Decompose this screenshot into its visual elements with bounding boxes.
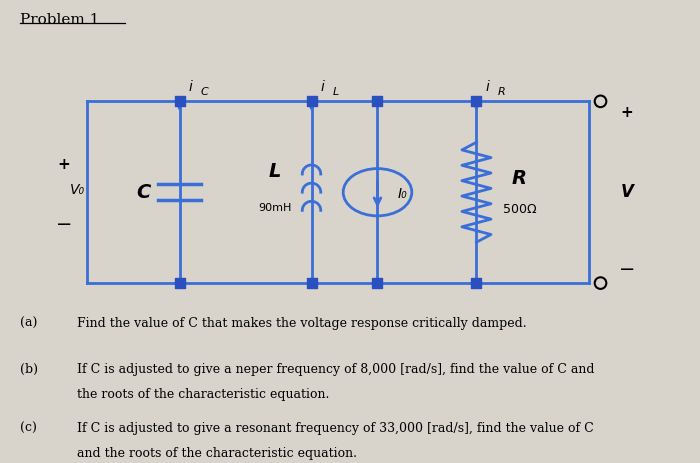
Text: +: + <box>620 105 634 120</box>
Point <box>306 279 317 287</box>
Text: C: C <box>201 87 209 96</box>
Text: R: R <box>498 87 505 96</box>
Point <box>174 279 185 287</box>
Point <box>174 98 185 105</box>
Text: Problem 1: Problem 1 <box>20 13 99 27</box>
Point <box>595 279 606 287</box>
Text: (b): (b) <box>20 363 38 375</box>
Text: −: − <box>619 260 635 279</box>
Text: i: i <box>320 81 324 94</box>
Text: V: V <box>620 183 634 201</box>
Text: V₀: V₀ <box>70 183 85 197</box>
Point <box>372 279 383 287</box>
Text: 90mH: 90mH <box>258 203 292 213</box>
Text: the roots of the characteristic equation.: the roots of the characteristic equation… <box>77 388 330 400</box>
Text: C: C <box>136 183 150 202</box>
Point <box>471 98 482 105</box>
Text: (a): (a) <box>20 317 37 330</box>
Text: 500Ω: 500Ω <box>503 203 536 216</box>
Text: Find the value of C that makes the voltage response critically damped.: Find the value of C that makes the volta… <box>77 317 527 330</box>
Text: i: i <box>188 81 192 94</box>
Point <box>306 98 317 105</box>
Point <box>595 98 606 105</box>
Point <box>471 279 482 287</box>
Text: −: − <box>56 214 72 233</box>
Text: i: i <box>485 81 489 94</box>
Text: and the roots of the characteristic equation.: and the roots of the characteristic equa… <box>77 447 357 460</box>
Text: If C is adjusted to give a neper frequency of 8,000 [rad/s], find the value of C: If C is adjusted to give a neper frequen… <box>77 363 595 375</box>
Text: (c): (c) <box>20 422 36 435</box>
Text: If C is adjusted to give a resonant frequency of 33,000 [rad/s], find the value : If C is adjusted to give a resonant freq… <box>77 422 594 435</box>
Text: +: + <box>57 157 71 172</box>
Text: L: L <box>332 87 339 96</box>
Text: I₀: I₀ <box>398 188 407 201</box>
Text: L: L <box>269 162 281 181</box>
Point <box>372 98 383 105</box>
Text: R: R <box>512 169 527 188</box>
